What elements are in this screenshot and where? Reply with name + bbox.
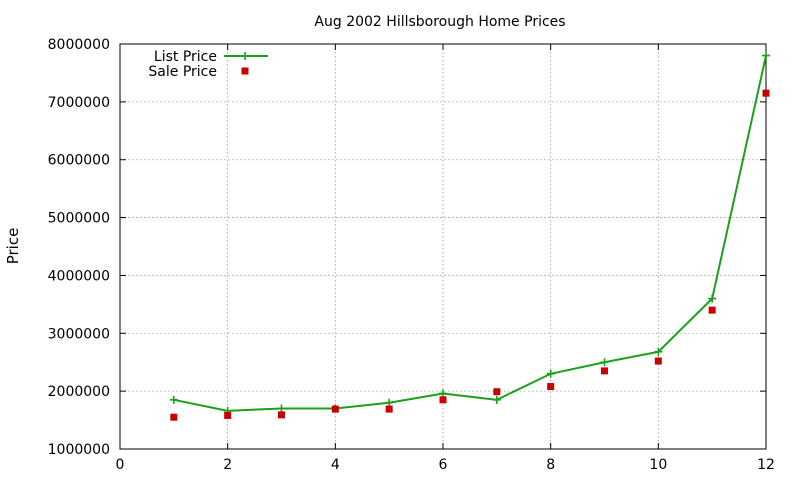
y-tick-label: 5000000 <box>48 211 110 227</box>
legend-marker-sale-price <box>241 67 249 75</box>
x-tick-label: 10 <box>649 457 667 473</box>
data-point-sale-price <box>224 411 232 419</box>
x-tick-label: 4 <box>331 457 340 473</box>
data-point-list-price <box>277 404 286 413</box>
x-tick-label: 8 <box>546 457 555 473</box>
legend-label-list-price: List Price <box>154 49 217 65</box>
x-tick-label: 12 <box>757 457 775 473</box>
data-point-list-price <box>169 395 178 404</box>
data-point-list-price <box>439 389 447 398</box>
y-tick-label: 2000000 <box>48 384 110 400</box>
data-point-list-price <box>546 369 555 378</box>
y-tick-label: 4000000 <box>48 268 110 284</box>
data-point-sale-price <box>439 396 447 404</box>
data-point-sale-price <box>493 388 501 396</box>
data-point-sale-price <box>385 405 393 413</box>
data-point-list-price <box>492 395 501 404</box>
data-point-list-price <box>600 358 609 367</box>
y-tick-label: 8000000 <box>48 37 110 53</box>
chart-title: Aug 2002 Hillsborough Home Prices <box>314 14 565 30</box>
axis-ticks: 0 2 4 6 8 10 12 1000000 2000000 3000000 4000000 500… <box>48 37 775 473</box>
data-point-list-price <box>708 294 717 303</box>
legend: List Price Sale Price <box>148 49 268 80</box>
data-point-sale-price <box>708 306 716 314</box>
data-point-sale-price <box>278 411 285 419</box>
data-point-sale-price <box>170 413 178 421</box>
y-tick-label: 1000000 <box>48 442 110 458</box>
legend-label-sale-price: Sale Price <box>148 64 217 80</box>
y-tick-label: 3000000 <box>48 326 110 342</box>
legend-item-list-price: List Price <box>154 49 268 65</box>
data-point-sale-price <box>654 357 662 365</box>
y-tick-label: 6000000 <box>48 153 110 169</box>
legend-item-sale-price: Sale Price <box>148 64 249 80</box>
data-point-sale-price <box>762 89 770 97</box>
x-tick-label: 2 <box>223 457 232 473</box>
x-tick-label: 0 <box>116 457 125 473</box>
y-tick-label: 7000000 <box>48 95 110 111</box>
legend-marker-list-price <box>241 52 249 60</box>
data-point-list-price <box>385 398 394 407</box>
data-point-sale-price <box>547 383 555 391</box>
data-point-sale-price <box>331 405 339 413</box>
data-point-list-price <box>762 51 770 60</box>
y-axis-label: Price <box>4 228 22 265</box>
x-tick-label: 6 <box>439 457 448 473</box>
series-layer <box>169 51 770 421</box>
grid-lines <box>120 44 766 449</box>
data-point-sale-price <box>601 367 608 375</box>
data-point-list-price <box>654 347 663 356</box>
series-line-list-price <box>173 55 767 412</box>
